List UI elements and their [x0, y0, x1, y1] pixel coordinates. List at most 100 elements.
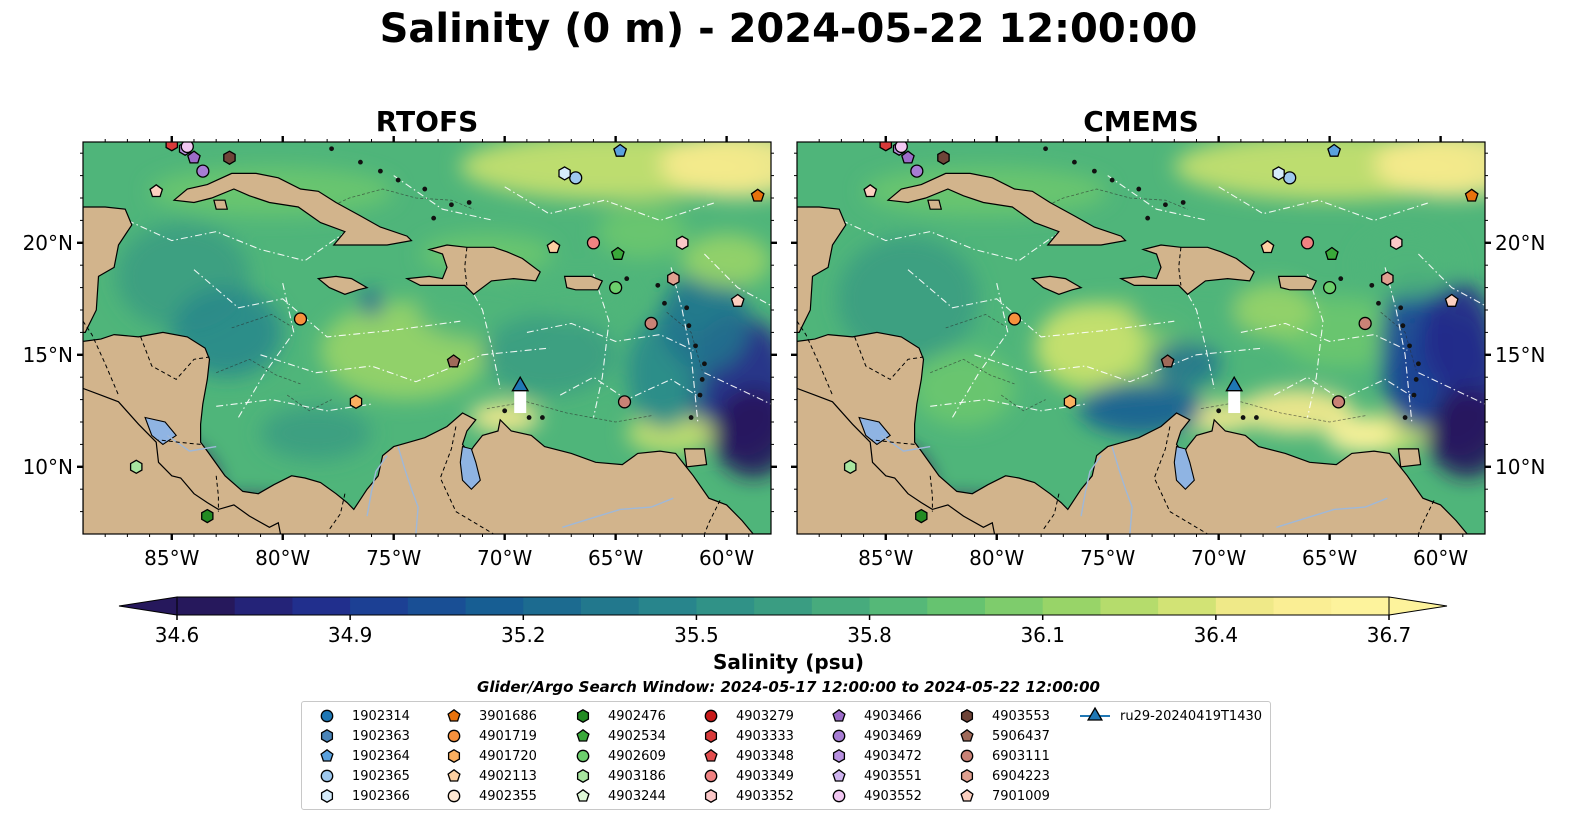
eez-boundary — [216, 399, 372, 412]
land — [83, 331, 771, 534]
eez-boundary — [237, 282, 295, 418]
river — [1276, 497, 1388, 528]
land — [927, 199, 943, 210]
float-marker-4903333 — [165, 142, 179, 152]
x-tick-label: 85°W — [144, 546, 199, 570]
bathymetry-contour — [1200, 401, 1368, 423]
eez-boundary — [704, 372, 771, 405]
lake — [858, 416, 892, 446]
glider-track — [514, 386, 527, 414]
land — [886, 172, 1127, 246]
land — [316, 275, 369, 295]
x-tick-label: 60°W — [1413, 546, 1468, 570]
float-marker-4902534 — [610, 246, 625, 260]
salinity-patch — [1427, 388, 1485, 478]
legend-marker — [576, 728, 590, 742]
legend-item: 1902314 — [310, 706, 410, 726]
float-marker-7901009 — [149, 183, 164, 198]
colorbar-bin — [407, 597, 467, 615]
legend-item: 4903472 — [822, 746, 922, 766]
y-tick-label: 15°N — [1495, 343, 1545, 367]
legend-marker — [832, 749, 846, 763]
legend-marker-icon — [960, 728, 974, 742]
legend-item: 4902476 — [566, 706, 666, 726]
x-tick-label: 65°W — [1302, 546, 1357, 570]
map-frame — [82, 141, 772, 535]
float-marker-7901009 — [863, 183, 878, 198]
y-tick-label: 15°N — [23, 343, 73, 367]
country-border — [703, 500, 721, 534]
float-marker-5906437 — [446, 354, 461, 368]
eez-boundary — [951, 282, 1009, 418]
legend-marker-icon — [960, 788, 974, 802]
lake — [459, 445, 481, 490]
legend-marker-icon — [960, 749, 974, 763]
salinity-patch — [660, 142, 771, 198]
small-island — [502, 408, 508, 414]
float-marker-4902609 — [609, 280, 623, 295]
float-marker-7901009 — [1444, 293, 1459, 307]
legend-marker-icon — [832, 749, 846, 763]
float-marker-4903553 — [937, 150, 950, 165]
legend-label: 1902363 — [352, 728, 410, 744]
small-island — [1254, 415, 1259, 420]
legend-marker-icon — [832, 708, 846, 722]
lake — [144, 416, 178, 446]
eez-boundary — [1218, 186, 1430, 221]
legend-label: 6904223 — [992, 768, 1050, 784]
small-island — [697, 392, 703, 398]
float-marker-4902476 — [201, 508, 214, 524]
float-marker-4903552 — [180, 142, 194, 154]
country-border — [140, 336, 210, 381]
y-tick-label: 20°N — [1495, 231, 1545, 255]
float-marker-4903466 — [187, 150, 201, 164]
river — [397, 446, 419, 534]
legend-item: 4903552 — [822, 786, 922, 806]
small-island — [624, 276, 630, 282]
legend-label: 1902364 — [352, 748, 410, 764]
float-marker-4903349 — [1300, 236, 1315, 250]
small-island — [395, 177, 401, 183]
float-marker-6903111 — [644, 316, 658, 331]
land — [172, 172, 413, 246]
legend-label: 4902609 — [608, 748, 666, 764]
y-tick-label: 20°N — [23, 231, 73, 255]
float-marker-1902365 — [569, 171, 583, 185]
map-frame — [796, 141, 1486, 535]
eez-boundary — [260, 347, 550, 383]
legend-label: 4901719 — [479, 728, 537, 744]
country-border — [215, 475, 219, 512]
legend-marker — [960, 788, 974, 802]
legend-item: 4902534 — [566, 726, 666, 746]
small-island — [466, 200, 472, 205]
salinity-patch — [713, 388, 771, 478]
legend-label: 6903111 — [992, 748, 1050, 764]
land — [797, 206, 847, 333]
legend-marker-icon — [447, 729, 461, 743]
colorbar-extend-max — [1388, 596, 1448, 616]
salinity-patch — [1234, 283, 1315, 337]
colorbar-bin — [523, 597, 582, 615]
legend-marker — [832, 729, 846, 743]
float-marker-4903469 — [196, 164, 210, 178]
legend-label: 4903352 — [736, 788, 794, 804]
colorbar-label: Salinity (psu) — [712, 650, 864, 674]
legend-marker — [960, 728, 974, 742]
salinity-patch — [1149, 341, 1221, 387]
colorbar-tick-label: 34.6 — [155, 623, 200, 647]
legend-marker-icon — [576, 709, 590, 723]
legend-marker-icon — [576, 728, 590, 742]
land — [83, 387, 282, 534]
small-island — [1216, 408, 1222, 414]
float-marker-1902364 — [1327, 143, 1342, 157]
legend-marker-icon — [576, 749, 590, 763]
small-island — [1136, 186, 1142, 192]
legend-item: 5906437 — [950, 726, 1050, 746]
legend-marker — [447, 729, 461, 743]
float-marker-4901719 — [293, 312, 308, 326]
colorbar-bin — [1158, 597, 1217, 615]
legend-item: 4903469 — [822, 726, 922, 746]
legend-label: 4901720 — [479, 748, 537, 764]
x-tick-label: 80°W — [969, 546, 1024, 570]
small-island — [1043, 146, 1048, 152]
